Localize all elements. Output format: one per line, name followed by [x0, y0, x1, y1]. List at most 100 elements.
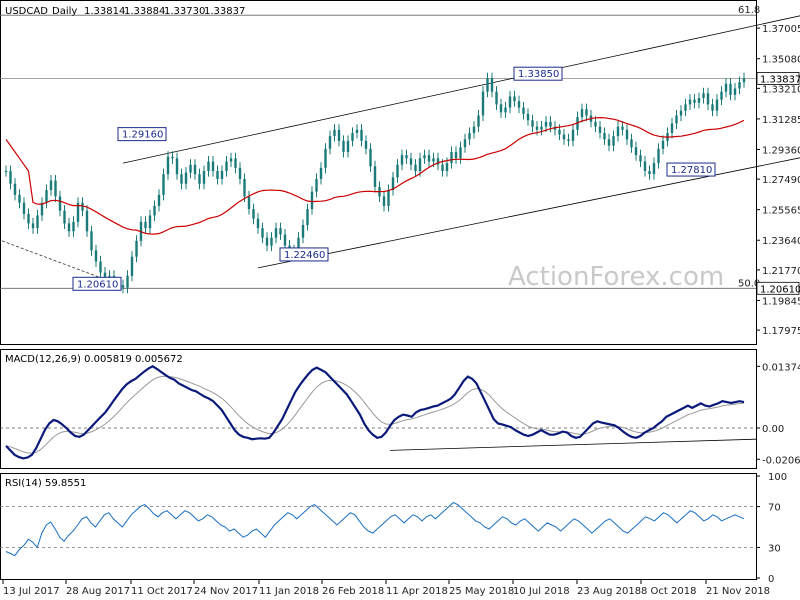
candle-body — [684, 104, 687, 111]
price-callout-box — [117, 127, 167, 142]
rsi-tick-label: 70 — [768, 503, 781, 514]
x-tick-label: 24 Nov 2017 — [194, 586, 258, 597]
candle-body — [18, 194, 21, 203]
candle-body — [310, 191, 314, 210]
candle-body — [580, 109, 584, 118]
price-tick-label: 1.25565 — [762, 206, 800, 217]
candle-body — [72, 221, 75, 232]
candle-body — [697, 98, 701, 103]
candle-body — [648, 171, 651, 175]
candle-body — [328, 136, 332, 149]
candle-body — [549, 121, 552, 127]
header-low-value: 1.33730 — [164, 6, 205, 17]
candle-body — [126, 275, 129, 288]
candle-body — [49, 180, 53, 191]
candle-body — [252, 209, 255, 219]
x-tick-label: 13 Jul 2017 — [3, 586, 60, 597]
candle-body — [229, 158, 233, 162]
candle-body — [193, 164, 197, 175]
price-tick-label: 1.37005 — [762, 24, 800, 35]
price-tick-label: 1.31285 — [762, 115, 800, 126]
candle-body — [346, 140, 350, 152]
candle-body — [270, 237, 273, 246]
candle-body — [220, 171, 224, 179]
candle-body — [85, 210, 89, 232]
candle-body — [562, 134, 566, 140]
candle-body — [499, 104, 503, 113]
candle-body — [409, 158, 413, 165]
rsi-tick-label: 100 — [768, 472, 787, 483]
x-tick-label: 11 Jan 2018 — [259, 586, 319, 597]
candle-body — [4, 171, 8, 173]
candle-body — [31, 223, 35, 229]
candle-body — [504, 107, 507, 113]
candle-body — [463, 139, 467, 148]
candle-body — [670, 123, 674, 133]
candle-body — [135, 240, 138, 257]
candle-body — [22, 202, 26, 214]
symbol-label: USDCAD — [5, 6, 48, 17]
candle-body — [441, 164, 444, 172]
candle-body — [738, 82, 741, 89]
x-tick-label: 8 Oct 2018 — [641, 586, 696, 597]
candle-body — [706, 93, 710, 105]
candle-body — [238, 167, 242, 179]
candle-body — [540, 126, 543, 130]
channel-lower-line — [257, 157, 800, 269]
x-tick-label: 11 Oct 2017 — [131, 586, 193, 597]
candle-body — [364, 140, 368, 149]
rsi-label: RSI(14) 59.8551 — [5, 478, 86, 489]
candle-body — [283, 234, 287, 246]
candle-body — [234, 158, 237, 168]
price-callout-label: 1.29160 — [122, 130, 163, 141]
candle-body — [40, 202, 44, 216]
header-high-value: 1.33884 — [124, 6, 165, 17]
candle-body — [360, 129, 363, 141]
candle-body — [162, 174, 165, 195]
candle-body — [184, 172, 188, 184]
candle-body — [256, 218, 260, 229]
price-tick-label: 1.35080 — [762, 55, 800, 66]
candle-body — [180, 174, 183, 184]
candle-body — [27, 213, 30, 224]
price-callout-box — [72, 276, 122, 291]
candle-body — [297, 237, 300, 251]
candle-body — [315, 178, 318, 192]
channel-upper-line — [122, 15, 800, 164]
candle-body — [211, 161, 215, 172]
candle-body — [414, 164, 417, 172]
candle-body — [400, 155, 404, 165]
candles-group — [4, 72, 746, 294]
candle-body — [598, 126, 602, 133]
candle-body — [427, 155, 431, 162]
moving-average-line — [5, 116, 745, 235]
candle-body — [337, 129, 341, 141]
candle-body — [369, 148, 372, 167]
candle-body — [148, 215, 152, 229]
x-tick-label: 23 Aug 2018 — [577, 586, 641, 597]
price-tick-label: 1.19845 — [762, 296, 800, 307]
macd-signal-line — [5, 375, 745, 454]
candle-body — [94, 250, 98, 262]
price-callout-label: 1.33850 — [518, 69, 559, 80]
candle-body — [630, 139, 633, 148]
macd-label: MACD(12,26,9) 0.005819 0.005672 — [5, 354, 183, 365]
candle-body — [711, 104, 714, 111]
rsi-line — [5, 501, 745, 557]
candle-body — [45, 190, 48, 203]
candle-body — [175, 158, 179, 175]
candle-body — [436, 158, 440, 165]
candle-body — [76, 202, 80, 222]
candle-body — [459, 147, 462, 159]
candle-body — [36, 215, 39, 229]
last-price-tag-label: 1.33837 — [760, 74, 800, 85]
candle-body — [634, 147, 638, 156]
candle-body — [333, 129, 336, 137]
candle-body — [544, 121, 548, 127]
macd-tick-label: 0.00 — [762, 424, 784, 435]
candle-body — [675, 115, 678, 124]
candle-body — [130, 256, 134, 276]
candle-body — [382, 196, 386, 206]
candle-body — [612, 136, 615, 146]
